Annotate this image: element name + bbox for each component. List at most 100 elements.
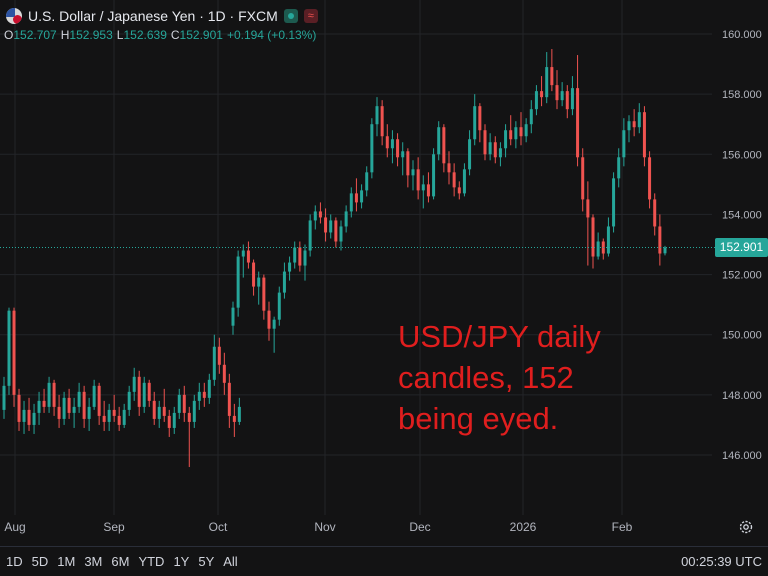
open-label: O — [4, 28, 14, 42]
symbol-title: U.S. Dollar / Japanese Yen · 1D · FXCM — [28, 8, 278, 24]
candle-body — [370, 124, 374, 173]
candle-body — [411, 169, 415, 176]
candle-body — [447, 163, 451, 173]
price-tick-label: 148.000 — [722, 390, 762, 402]
price-chart[interactable]: 160.000 158.000 156.000 154.000 152.000 150.0… — [0, 0, 768, 546]
timeframe-1y[interactable]: 1Y — [173, 554, 190, 569]
candle-body — [231, 307, 235, 326]
candle-body — [462, 169, 466, 194]
candle-body — [468, 139, 472, 170]
timeframe-ytd[interactable]: YTD — [138, 554, 165, 569]
candle-body — [519, 127, 523, 137]
candle-body — [529, 109, 533, 125]
candle-body — [509, 130, 513, 140]
candle-body — [473, 106, 477, 140]
candle-body — [97, 385, 101, 416]
timeframe-5d[interactable]: 5D — [31, 554, 49, 569]
timeframe-6m[interactable]: 6M — [111, 554, 130, 569]
candle-body — [324, 217, 328, 233]
price-tick-label: 150.000 — [722, 330, 762, 342]
candle-body — [637, 112, 641, 128]
candle-body — [102, 415, 106, 422]
candle-body — [632, 121, 636, 128]
close-value: 152.901 — [179, 28, 223, 42]
timeframe-all[interactable]: All — [223, 554, 238, 569]
timeframe-list: 1D 5D 1M 3M 6M YTD 1Y 5Y All — [6, 554, 238, 569]
candle-body — [298, 247, 302, 266]
candle-body — [396, 139, 400, 158]
candle-body — [488, 142, 492, 155]
candle-body — [555, 85, 559, 101]
candle-body — [308, 220, 312, 251]
candle-body — [570, 88, 574, 110]
candle-body — [152, 400, 156, 419]
candle-body — [514, 127, 518, 140]
candle-body — [442, 127, 446, 164]
market-open-icon[interactable] — [283, 9, 298, 23]
candle-body — [22, 409, 26, 422]
candle-body — [293, 247, 297, 263]
candle-body — [483, 130, 487, 155]
chart-grid — [0, 0, 712, 515]
time-tick-label: Nov — [314, 520, 335, 534]
candle-body — [540, 91, 544, 98]
candle-body — [117, 415, 121, 425]
gear-icon[interactable] — [738, 519, 754, 535]
usd-jpy-flag-icon — [6, 8, 22, 24]
low-label: L — [116, 28, 124, 42]
candle-body — [545, 67, 549, 98]
candle-body — [648, 157, 652, 200]
annotation-text: USD/JPY daily candles, 152 being eyed. — [398, 319, 601, 436]
time-tick-label: Oct — [209, 520, 228, 534]
candle-body — [107, 409, 111, 422]
candle-body — [137, 376, 141, 407]
candle-body — [67, 397, 71, 413]
candle-body — [237, 406, 241, 422]
time-tick-label: 2026 — [510, 520, 537, 534]
timeframe-1d[interactable]: 1D — [6, 554, 23, 569]
candle-body — [663, 247, 667, 254]
candle-body — [82, 391, 86, 419]
candle-body — [52, 382, 56, 407]
candle-body — [622, 130, 626, 158]
timeframe-1m[interactable]: 1M — [57, 554, 76, 569]
time-tick-label: Sep — [103, 520, 125, 534]
candle-body — [452, 172, 456, 188]
candle-body — [42, 400, 46, 407]
candle-body — [576, 88, 580, 158]
candle-body — [162, 406, 166, 416]
candle-body — [122, 409, 126, 425]
candles — [2, 49, 667, 468]
candle-body — [177, 394, 181, 413]
candle-body — [365, 172, 369, 191]
timeframe-5y[interactable]: 5Y — [198, 554, 215, 569]
candle-body — [92, 385, 96, 407]
candle-body — [47, 382, 51, 407]
timeframe-3m[interactable]: 3M — [84, 554, 103, 569]
close-label: C — [170, 28, 180, 42]
candle-body — [167, 415, 171, 428]
candle-body — [416, 169, 420, 191]
candle-body — [132, 376, 136, 392]
candle-body — [432, 154, 436, 197]
candle-body — [380, 106, 384, 137]
candle-body — [227, 382, 231, 416]
candle-body — [257, 277, 261, 287]
candle-body — [262, 277, 266, 311]
wave-icon[interactable]: ≈ — [303, 9, 318, 23]
symbol-legend[interactable]: U.S. Dollar / Japanese Yen · 1D · FXCM ≈ — [6, 6, 318, 26]
candle-body — [658, 226, 662, 254]
candle-body — [565, 91, 569, 110]
candle-body — [246, 250, 250, 263]
candle-body — [192, 400, 196, 422]
candle-body — [550, 67, 554, 86]
utc-clock[interactable]: 00:25:39 UTC — [681, 554, 762, 569]
candle-body — [222, 364, 226, 383]
candle-body — [318, 211, 322, 218]
candle-body — [349, 193, 353, 212]
candle-body — [142, 382, 146, 407]
candle-body — [27, 409, 31, 425]
candle-body — [282, 271, 286, 293]
candle-body — [313, 211, 317, 221]
price-tick-label: 152.000 — [722, 270, 762, 282]
